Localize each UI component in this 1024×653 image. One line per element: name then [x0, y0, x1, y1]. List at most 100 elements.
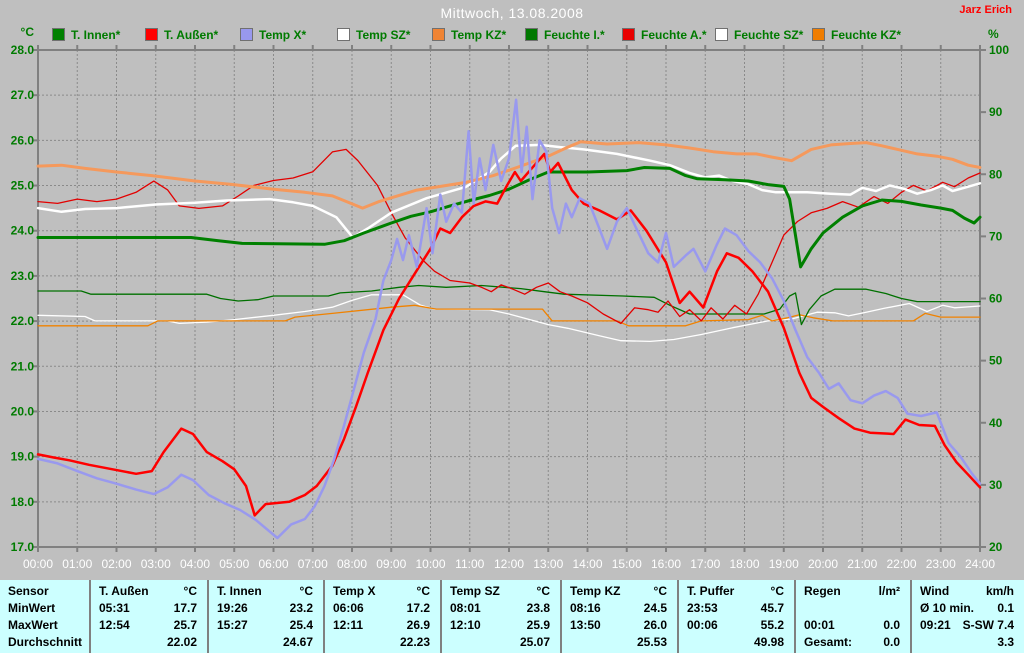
legend-item-feuchte-sz[interactable]: Feuchte SZ* — [715, 26, 803, 42]
right-axis-tick-label: 80 — [989, 167, 1003, 181]
x-axis-tick-label: 15:00 — [612, 557, 642, 571]
legend: T. Innen* T. Außen* Temp X* Temp SZ* Temp KZ… — [0, 26, 1024, 42]
legend-item-feuchte-a[interactable]: Feuchte A.* — [622, 26, 707, 42]
durchschnitt-wind: 3.3 — [912, 634, 1024, 651]
right-axis-tick-label: 30 — [989, 478, 1003, 492]
maxwert-regen-label: 00:01 — [804, 618, 835, 632]
row-label-minwert: MinWert — [0, 600, 89, 617]
header-temp-sz: Temp SZ °C — [442, 583, 560, 600]
x-axis-tick-label: 07:00 — [298, 557, 328, 571]
row-label-sensor: Sensor — [0, 583, 89, 600]
header-t-innen: T. Innen °C — [209, 583, 323, 600]
t-innen-swatch-icon — [52, 28, 65, 41]
minwert-t-au-en-value: 17.7 — [173, 601, 197, 615]
header-t-innen-label: T. Innen — [217, 584, 262, 598]
legend-item-temp-kz[interactable]: Temp KZ* — [432, 26, 506, 42]
minwert-temp-sz-value: 23.8 — [526, 601, 550, 615]
minwert-temp-x: 06:06 17.2 — [325, 600, 440, 617]
maxwert-regen: 00:01 0.0 — [796, 617, 910, 634]
x-axis-tick-label: 11:00 — [455, 557, 484, 571]
temp-x-swatch-icon — [240, 28, 253, 41]
series-t-au-en — [36, 152, 982, 517]
left-axis-tick-label: 26.0 — [11, 133, 35, 147]
series-temp-kz — [36, 140, 982, 210]
x-axis-tick-label: 09:00 — [376, 557, 406, 571]
legend-item-feuchte-i[interactable]: Feuchte I.* — [525, 26, 605, 42]
minwert-t-au-en-label: 05:31 — [99, 601, 130, 615]
header-regen: Regen l/m² — [796, 583, 910, 600]
right-axis-unit-label: % — [988, 27, 999, 41]
left-axis-tick-label: 17.0 — [11, 540, 35, 554]
header-regen-label: Regen — [804, 584, 841, 598]
summary-table: Sensor MinWert MaxWert Durchschnitt T. Außen… — [0, 580, 1024, 653]
series-t-innen — [36, 166, 982, 269]
legend-item-t-innen[interactable]: T. Innen* — [52, 26, 121, 42]
x-axis-tick-label: 22:00 — [886, 557, 916, 571]
minwert-wind-label: Ø 10 min. — [920, 601, 975, 615]
table-column-temp-x: Temp X °C 06:06 17.2 12:11 26.9 22.23 — [323, 580, 440, 653]
legend-item-temp-x[interactable]: Temp X* — [240, 26, 307, 42]
maxwert-t-puffer-value: 55.2 — [760, 618, 784, 632]
chart-canvas: 28.0 27.0 26.0 25.0 24.0 23.0 22.0 21.0 20.0 19.0… — [11, 25, 1010, 571]
durchschnitt-wind-value: 3.3 — [997, 635, 1014, 649]
maxwert-temp-x: 12:11 26.9 — [325, 617, 440, 634]
header-wind-label: Wind — [920, 584, 950, 598]
legend-label: T. Außen* — [164, 28, 219, 42]
x-axis-tick-label: 14:00 — [572, 557, 602, 571]
header-temp-sz-label: Temp SZ — [450, 584, 500, 598]
x-axis-tick-label: 00:00 — [23, 557, 53, 571]
x-axis-tick-label: 06:00 — [258, 557, 288, 571]
header-t-au-en: T. Außen °C — [91, 583, 207, 600]
maxwert-wind-label: 09:21 — [920, 618, 951, 632]
legend-item-temp-sz[interactable]: Temp SZ* — [337, 26, 410, 42]
right-axis-tick-label: 50 — [989, 354, 1003, 368]
legend-item-feuchte-kz[interactable]: Feuchte KZ* — [812, 26, 901, 42]
durchschnitt-t-puffer: 49.98 — [679, 634, 794, 651]
row-label-maxwert: MaxWert — [0, 617, 89, 634]
header-t-innen-value: °C — [299, 584, 313, 598]
maxwert-temp-sz-label: 12:10 — [450, 618, 481, 632]
maxwert-t-au-en-label: 12:54 — [99, 618, 130, 632]
left-axis-tick-label: 20.0 — [11, 404, 35, 418]
x-axis-tick-label: 16:00 — [651, 557, 681, 571]
legend-label: Temp X* — [259, 28, 307, 42]
durchschnitt-t-au-en: 22.02 — [91, 634, 207, 651]
minwert-t-au-en: 05:31 17.7 — [91, 600, 207, 617]
header-temp-sz-value: °C — [536, 584, 550, 598]
x-axis-tick-label: 21:00 — [847, 557, 877, 571]
header-t-puffer-label: T. Puffer — [687, 584, 735, 598]
left-axis-tick-label: 25.0 — [11, 179, 35, 193]
header-temp-x-value: °C — [416, 584, 430, 598]
header-regen-value: l/m² — [878, 584, 900, 598]
feuchte-sz-swatch-icon — [715, 28, 728, 41]
table-row-labels-column: Sensor MinWert MaxWert Durchschnitt — [0, 580, 89, 653]
temp-sz-swatch-icon — [337, 28, 350, 41]
header-temp-kz-value: °C — [653, 584, 667, 598]
legend-label: T. Innen* — [71, 28, 121, 42]
header-t-puffer-value: °C — [770, 584, 784, 598]
right-axis-tick-label: 40 — [989, 416, 1003, 430]
maxwert-temp-sz-value: 25.9 — [526, 618, 550, 632]
header-temp-x: Temp X °C — [325, 583, 440, 600]
maxwert-temp-x-label: 12:11 — [333, 618, 364, 632]
table-column-wind: Wind km/h Ø 10 min. 0.1 09:21 S-SW 7.4 3.3 — [910, 580, 1024, 653]
table-column-t-puffer: T. Puffer °C 23:53 45.7 00:06 55.2 49.98 — [677, 580, 794, 653]
minwert-temp-x-value: 17.2 — [406, 601, 430, 615]
table-column-t-innen: T. Innen °C 19:26 23.2 15:27 25.4 24.67 — [207, 580, 323, 653]
x-axis-tick-label: 08:00 — [337, 557, 367, 571]
left-axis-tick-label: 21.0 — [11, 359, 35, 373]
right-axis-tick-label: 100 — [989, 43, 1009, 57]
row-label-maxwert-label: MaxWert — [8, 618, 58, 632]
feuchte-kz-swatch-icon — [812, 28, 825, 41]
minwert-temp-kz: 08:16 24.5 — [562, 600, 677, 617]
left-axis-tick-label: 24.0 — [11, 224, 35, 238]
durchschnitt-temp-sz-value: 25.07 — [519, 635, 550, 649]
legend-item-t-au-en[interactable]: T. Außen* — [145, 26, 219, 42]
left-axis-tick-label: 19.0 — [11, 450, 35, 464]
x-axis-tick-label: 01:00 — [62, 557, 92, 571]
x-axis-tick-label: 20:00 — [808, 557, 838, 571]
left-axis-tick-label: 23.0 — [11, 269, 35, 283]
header-temp-x-label: Temp X — [333, 584, 376, 598]
table-column-t-au-en: T. Außen °C 05:31 17.7 12:54 25.7 22.02 — [89, 580, 207, 653]
